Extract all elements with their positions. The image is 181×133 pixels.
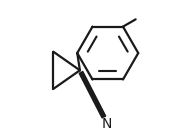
Text: N: N <box>102 117 112 131</box>
